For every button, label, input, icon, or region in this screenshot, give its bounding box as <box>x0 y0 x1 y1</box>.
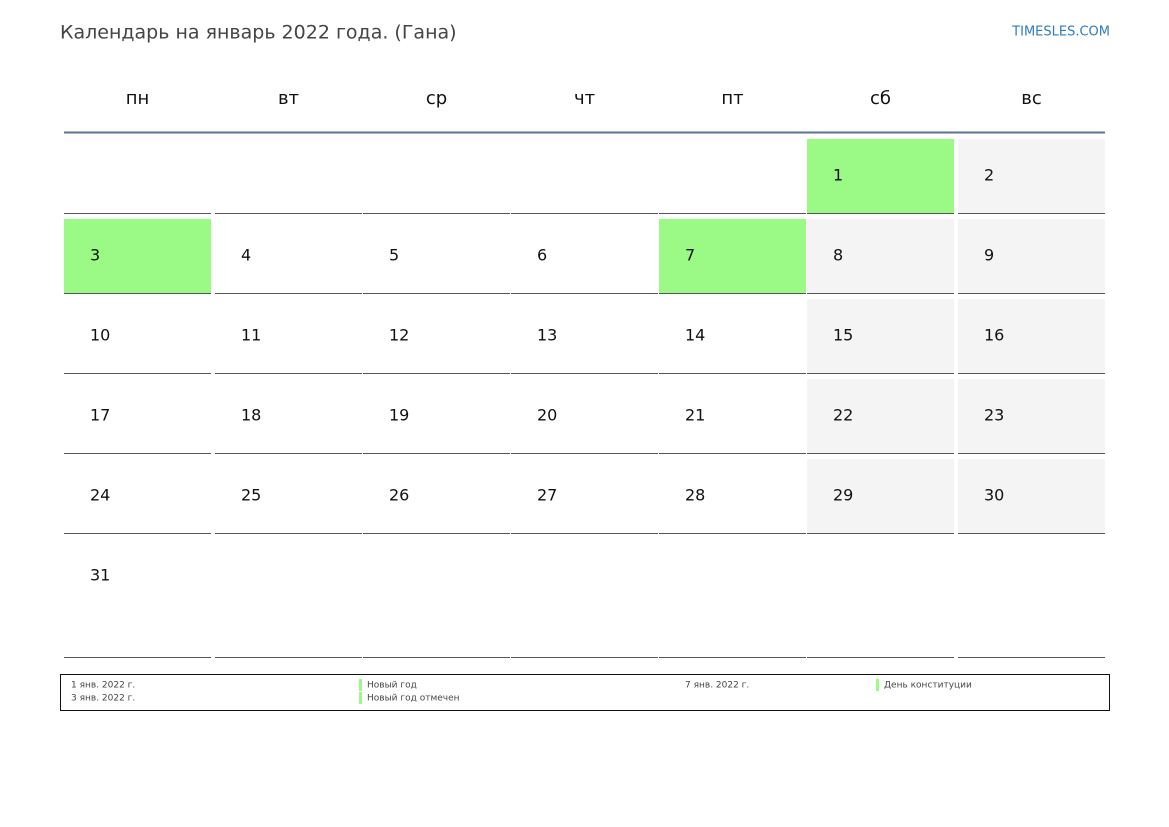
day-number: 9 <box>984 246 994 265</box>
holiday-name: Новый год отмечен <box>367 694 460 704</box>
day-cell <box>807 219 954 293</box>
day-number: 2 <box>984 166 994 185</box>
day-number: 1 <box>833 166 843 185</box>
day-number: 4 <box>241 246 251 265</box>
site-link[interactable]: TIMESLES.COM <box>1011 25 1110 40</box>
weekday-label: вт <box>278 88 299 109</box>
day-number: 20 <box>537 406 557 425</box>
weekday-label: пт <box>721 88 743 109</box>
day-cell <box>807 139 954 213</box>
day-number: 28 <box>685 486 705 505</box>
day-number: 11 <box>241 326 261 345</box>
day-number: 31 <box>90 566 110 585</box>
day-cell <box>958 139 1105 213</box>
day-cell <box>64 219 211 293</box>
legend-box <box>60 674 1110 711</box>
day-number: 29 <box>833 486 853 505</box>
day-number: 18 <box>241 406 261 425</box>
day-number: 3 <box>90 246 100 265</box>
holiday-marker <box>359 692 362 704</box>
page-title: Календарь на январь 2022 года. (Гана) <box>60 22 457 44</box>
day-number: 12 <box>389 326 409 345</box>
day-number: 13 <box>537 326 557 345</box>
day-number: 26 <box>389 486 409 505</box>
day-number: 25 <box>241 486 261 505</box>
holiday-name: Новый год <box>367 681 417 691</box>
weekday-label: сб <box>870 88 891 109</box>
holiday-name: День конституции <box>884 681 972 691</box>
day-number: 8 <box>833 246 843 265</box>
day-number: 5 <box>389 246 399 265</box>
day-number: 30 <box>984 486 1004 505</box>
holiday-marker <box>876 679 879 691</box>
day-number: 7 <box>685 246 695 265</box>
weekday-label: вс <box>1021 88 1042 109</box>
day-number: 10 <box>90 326 110 345</box>
day-number: 19 <box>389 406 409 425</box>
weekday-label: пн <box>126 88 150 109</box>
holiday-date: 7 янв. 2022 г. <box>685 681 749 691</box>
day-number: 14 <box>685 326 705 345</box>
day-number: 6 <box>537 246 547 265</box>
day-number: 16 <box>984 326 1004 345</box>
day-cell <box>807 379 954 453</box>
day-number: 22 <box>833 406 853 425</box>
holiday-marker <box>359 679 362 691</box>
day-cell <box>958 379 1105 453</box>
weekday-label: чт <box>574 88 595 109</box>
day-cell <box>958 459 1105 533</box>
day-cell <box>807 459 954 533</box>
day-number: 23 <box>984 406 1004 425</box>
day-number: 21 <box>685 406 705 425</box>
day-number: 24 <box>90 486 110 505</box>
day-cell <box>958 299 1105 373</box>
holiday-date: 3 янв. 2022 г. <box>71 694 135 704</box>
day-cell <box>807 299 954 373</box>
day-number: 27 <box>537 486 557 505</box>
day-cell <box>659 219 806 293</box>
day-number: 17 <box>90 406 110 425</box>
weekday-label: ср <box>426 88 447 109</box>
day-number: 15 <box>833 326 853 345</box>
day-cell <box>958 219 1105 293</box>
holiday-date: 1 янв. 2022 г. <box>71 681 135 691</box>
